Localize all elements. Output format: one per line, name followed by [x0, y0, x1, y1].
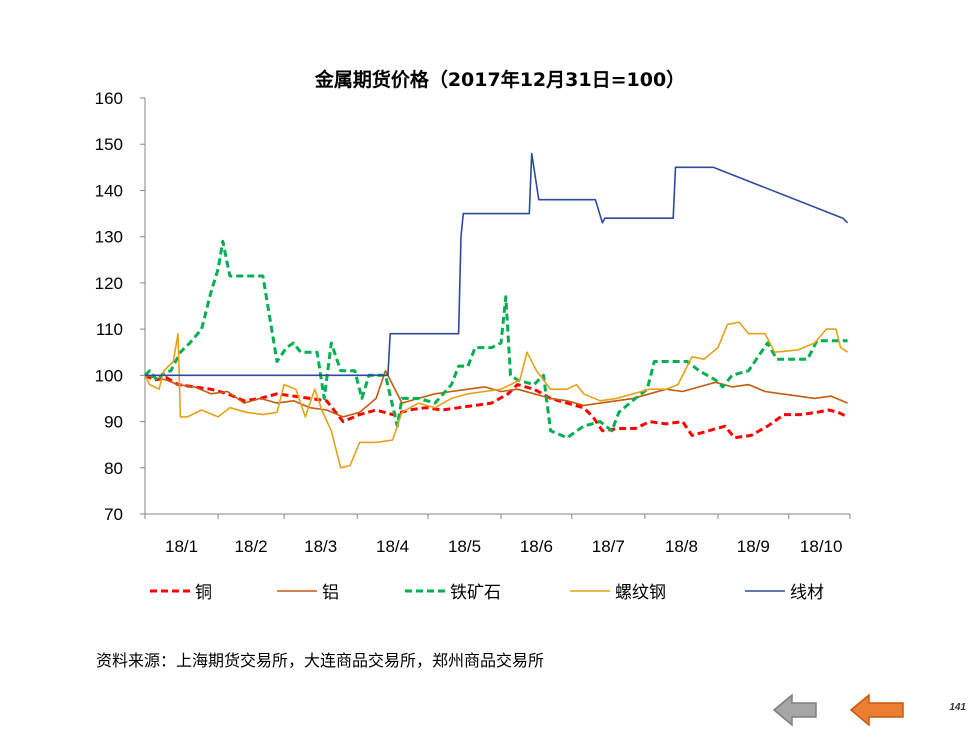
y-tick-label: 160 [95, 89, 123, 108]
legend: 铜 铝 铁矿石 螺纹钢 线材 [150, 583, 824, 603]
series-line-5 [145, 152, 849, 377]
prev-slide-button[interactable] [772, 693, 818, 727]
page-number: 141 [949, 702, 966, 713]
x-tick-label: 18/4 [376, 537, 409, 556]
next-slide-button[interactable] [849, 693, 905, 727]
x-tick-label: 18/2 [235, 537, 268, 556]
series-line-3 [143, 239, 848, 440]
legend-label-2: 铝 [322, 583, 339, 603]
y-tick-label: 80 [104, 459, 123, 478]
legend-label-5: 线材 [790, 583, 824, 603]
x-tick-label: 18/7 [592, 537, 625, 556]
x-tick-label: 18/9 [737, 537, 770, 556]
x-tick-label: 18/5 [448, 537, 481, 556]
legend-label-1: 铜 [195, 583, 212, 603]
y-tick-label: 120 [95, 274, 123, 293]
series-line-4 [144, 321, 849, 469]
y-tick-label: 70 [104, 505, 123, 524]
legend-label-3: 铁矿石 [450, 583, 501, 603]
left-arrow-gray-icon [772, 693, 817, 727]
x-tick-label: 18/3 [304, 537, 337, 556]
y-tick-label: 100 [95, 366, 123, 385]
chart-title: 金属期货价格（2017年12月31日=100） [314, 68, 685, 91]
y-tick-label: 110 [96, 320, 123, 339]
y-tick-label: 90 [104, 413, 123, 432]
y-tick-label: 130 [95, 228, 123, 247]
source-note: 资料来源：上海期货交易所，大连商品交易所，郑州商品交易所 [96, 651, 545, 670]
legend-label-4: 螺纹钢 [615, 583, 666, 603]
series-layer [143, 152, 849, 469]
x-tick-label: 18/6 [520, 537, 553, 556]
x-tick-label: 18/10 [800, 537, 843, 556]
y-tick-label: 140 [95, 181, 123, 200]
x-tick-label: 18/8 [665, 537, 698, 556]
series-line-1 [144, 373, 849, 440]
axes: 70 80 90 100 110 120 130 140 150 160 18/1 18/2 18/3 1… [95, 89, 851, 556]
y-tick-label: 150 [95, 135, 123, 154]
left-arrow-orange-icon [849, 693, 904, 727]
series-line-2 [144, 369, 848, 418]
x-tick-label: 18/1 [165, 537, 198, 556]
